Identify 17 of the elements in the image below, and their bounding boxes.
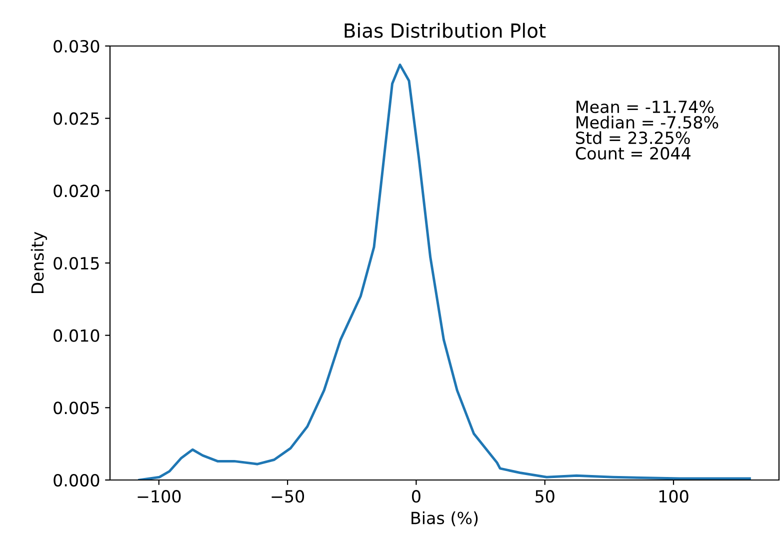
annotation: Mean = -11.74% Median = -7.58% Std = 23.25% Count = 2044 xyxy=(576,100,718,160)
y-axis-title: Density xyxy=(30,232,48,294)
y-tick-label: 0.030 xyxy=(54,40,100,53)
x-tick-label: 50 xyxy=(536,490,554,503)
y-tick-label: 0.005 xyxy=(54,402,99,414)
line-series xyxy=(138,64,751,480)
chart-title: Bias Distribution Plot xyxy=(344,22,546,38)
y-tick-label: 0.020 xyxy=(54,184,100,198)
x-tick-label: −50 xyxy=(272,490,304,503)
x-tick-label: 100 xyxy=(659,490,688,503)
x-tick-label: −100 xyxy=(138,490,181,503)
x-axis-title: Bias (%) xyxy=(412,511,478,526)
y-tick-label: 0.025 xyxy=(54,112,99,125)
y-tick-label: 0.000 xyxy=(54,474,100,487)
x-tick-label: 0 xyxy=(412,490,420,503)
y-tick-label: 0.015 xyxy=(54,256,99,270)
y-tick-label: 0.010 xyxy=(54,329,100,342)
